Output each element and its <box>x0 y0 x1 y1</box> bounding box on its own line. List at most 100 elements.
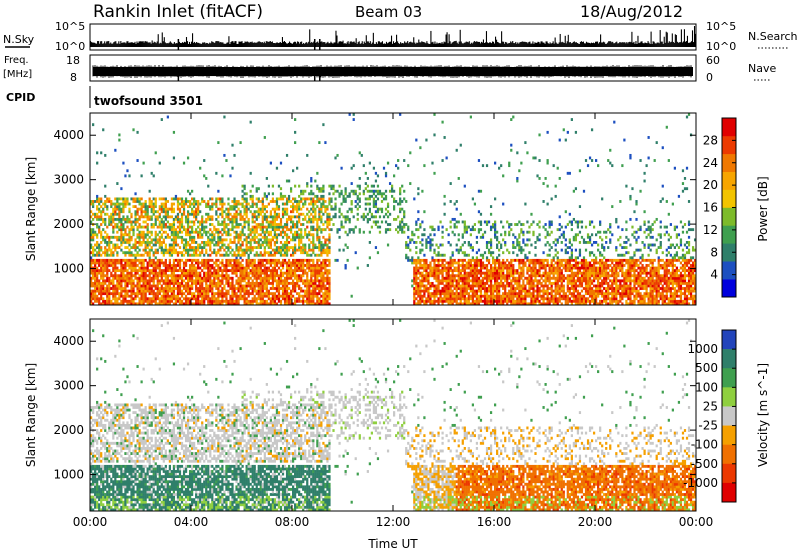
power-cell <box>178 220 182 224</box>
nsky-bar <box>453 41 455 47</box>
power-cell <box>223 202 226 206</box>
power-cell <box>197 264 200 267</box>
power-cell <box>271 253 275 257</box>
power-cell <box>267 220 270 224</box>
power-cell <box>247 302 250 306</box>
power-cell <box>320 261 323 265</box>
power-cell <box>338 210 341 214</box>
power-cell <box>304 243 307 247</box>
power-cell <box>310 302 313 306</box>
power-cell <box>352 164 355 168</box>
power-cell <box>257 284 260 288</box>
power-cell <box>243 248 246 252</box>
power-cell <box>180 241 184 244</box>
nsky-bar <box>419 42 421 47</box>
power-cell <box>195 217 198 221</box>
nsky-bar <box>478 41 480 47</box>
power-cell <box>304 233 307 237</box>
power-cell <box>292 271 295 275</box>
power-cell <box>219 302 222 306</box>
nsky-bar <box>617 43 619 47</box>
power-cell <box>314 281 317 285</box>
power-cell <box>124 289 127 293</box>
power-cell <box>281 243 285 247</box>
power-cell <box>201 302 204 306</box>
nsky-bar <box>352 41 354 47</box>
power-cell <box>287 217 291 221</box>
power-cell <box>292 235 295 239</box>
power-cell <box>203 294 206 298</box>
power-cell <box>223 276 226 280</box>
power-cell <box>215 281 218 285</box>
power-cell <box>132 261 135 265</box>
nsky-bar <box>342 40 344 47</box>
power-cell <box>106 302 109 306</box>
power-cell <box>186 289 190 293</box>
nsky-bar <box>306 42 308 47</box>
power-cell <box>186 274 190 278</box>
power-cell <box>201 223 204 226</box>
power-cell <box>201 279 204 283</box>
power-cell <box>100 287 103 290</box>
nsky-bar <box>187 43 190 47</box>
power-cell <box>207 294 210 298</box>
power-cell <box>427 276 430 280</box>
power-cell <box>338 207 341 211</box>
power-cell <box>120 223 123 226</box>
power-cell <box>227 210 230 214</box>
power-cell <box>94 289 97 293</box>
power-cell <box>302 294 305 298</box>
power-cell <box>320 220 323 224</box>
nsky-bar <box>656 42 658 47</box>
power-cell <box>308 197 311 201</box>
power-cell <box>302 223 305 226</box>
nsky-bar <box>349 41 351 47</box>
power-cell <box>213 279 216 283</box>
power-cell <box>308 192 311 196</box>
power-cell <box>118 207 121 211</box>
power-cell <box>136 212 139 216</box>
power-cell <box>178 281 182 285</box>
power-cell <box>106 261 109 265</box>
power-cell <box>296 281 299 285</box>
power-cell <box>94 264 97 267</box>
power-cell <box>160 246 163 249</box>
power-cell <box>421 248 424 252</box>
power-cell <box>285 153 289 157</box>
nsky-bar <box>434 41 436 47</box>
power-cell <box>193 241 196 244</box>
nsky-bar <box>458 41 460 47</box>
power-cell <box>217 266 220 270</box>
power-cell <box>118 138 121 142</box>
power-cell <box>138 235 141 239</box>
nsky-bar <box>122 42 124 47</box>
power-cell <box>407 243 410 247</box>
power-cell <box>261 279 264 283</box>
nsky-bar <box>423 42 425 47</box>
power-cell <box>217 248 220 252</box>
power-cell <box>233 261 236 265</box>
power-cell <box>320 251 323 255</box>
power-cell <box>90 243 93 247</box>
power-cell <box>207 253 210 257</box>
power-cell <box>116 302 119 306</box>
nsky-bar <box>363 41 365 47</box>
power-cell <box>318 189 321 193</box>
power-cell <box>302 281 305 285</box>
nsky-bar <box>305 42 307 47</box>
power-cell <box>251 235 254 239</box>
power-cell <box>136 271 139 275</box>
power-cell <box>108 241 111 244</box>
power-cell <box>336 258 339 262</box>
power-cell <box>306 261 309 265</box>
power-cell <box>168 297 171 301</box>
power-cell <box>170 243 174 247</box>
power-cell <box>186 212 190 216</box>
power-cell <box>239 215 242 219</box>
power-cell <box>283 212 287 216</box>
power-cell <box>316 284 319 288</box>
power-cell <box>219 197 222 201</box>
power-cell <box>300 261 303 265</box>
nsky-bar <box>93 42 95 47</box>
power-cell <box>152 197 155 201</box>
